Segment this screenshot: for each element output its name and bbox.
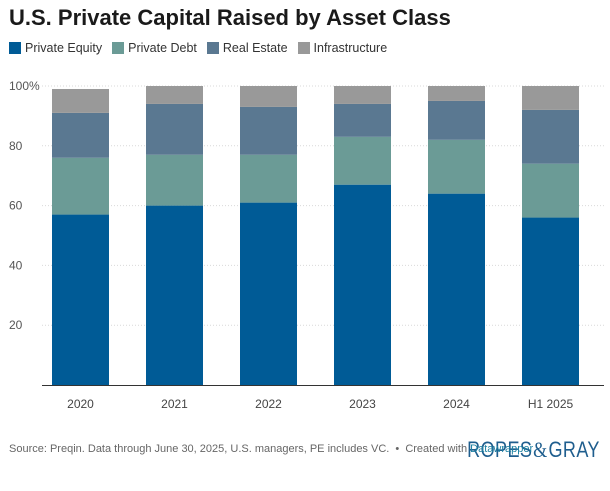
- bar-infrastructure-h1-2025: [522, 86, 579, 110]
- x-tick-label-2022: 2022: [255, 397, 282, 411]
- legend-label-private-debt: Private Debt: [128, 41, 197, 55]
- bar-real-estate-h1-2025: [522, 109, 579, 164]
- x-tick-label-h1-2025: H1 2025: [528, 397, 574, 411]
- footer-separator: •: [395, 443, 400, 455]
- footer-created-with: Created with: [405, 443, 468, 455]
- legend-swatch-private-equity: [9, 42, 21, 54]
- legend-item-private-debt: Private Debt: [112, 41, 197, 55]
- x-tick-label-2024: 2024: [443, 397, 470, 411]
- y-tick-label-20: 20: [9, 318, 23, 332]
- bar-real-estate-2020: [52, 112, 109, 158]
- footer: Source: Preqin. Data through June 30, 20…: [9, 443, 533, 455]
- stacked-bar-chart: 20 40 60 80 100% 2020 2021 2022 2023 2024 H1 2025: [9, 79, 604, 411]
- bar-private-equity-h1-2025: [522, 217, 579, 385]
- legend-item-private-equity: Private Equity: [9, 41, 102, 55]
- bar-private-debt-2021: [146, 154, 203, 206]
- bar-private-equity-2024: [428, 193, 485, 385]
- bar-private-equity-2022: [240, 202, 297, 385]
- x-tick-label-2020: 2020: [67, 397, 94, 411]
- chart-title: U.S. Private Capital Raised by Asset Cla…: [9, 5, 451, 30]
- bar-infrastructure-2020: [52, 88, 109, 113]
- y-axis-labels: 20 40 60 80 100%: [9, 79, 40, 332]
- y-tick-label-60: 60: [9, 199, 23, 213]
- bar-real-estate-2022: [240, 106, 297, 155]
- legend: Private Equity Private Debt Real Estate …: [9, 41, 387, 55]
- bar-infrastructure-2021: [146, 86, 203, 104]
- logo-text-left: ROPES: [467, 437, 533, 462]
- bar-infrastructure-2023: [334, 86, 391, 104]
- bar-private-debt-2020: [52, 157, 109, 215]
- datawrapper-link[interactable]: Datawrapper: [470, 443, 534, 455]
- bar-real-estate-2023: [334, 103, 391, 137]
- y-tick-label-40: 40: [9, 258, 23, 272]
- bar-private-equity-2020: [52, 214, 109, 385]
- logo-ampersand: &: [533, 437, 548, 462]
- legend-item-real-estate: Real Estate: [206, 41, 288, 55]
- gridlines: [42, 85, 604, 326]
- logo-text-right: GRAY: [548, 437, 600, 462]
- bars: [52, 86, 579, 385]
- bar-infrastructure-2022: [240, 86, 297, 107]
- bar-private-equity-2021: [146, 205, 203, 385]
- legend-label-real-estate: Real Estate: [222, 41, 288, 55]
- legend-swatch-private-debt: [112, 42, 125, 54]
- bar-private-debt-2023: [334, 136, 391, 185]
- bar-real-estate-2021: [146, 103, 203, 155]
- bar-private-debt-2024: [428, 139, 485, 194]
- legend-label-infrastructure: Infrastructure: [313, 41, 388, 55]
- legend-item-infrastructure: Infrastructure: [297, 41, 388, 55]
- legend-label-private-equity: Private Equity: [25, 41, 103, 55]
- footer-source: Source: Preqin. Data through June 30, 20…: [9, 443, 390, 455]
- bar-real-estate-2024: [428, 100, 485, 140]
- ropes-gray-logo: ROPES & GRAY: [467, 437, 600, 463]
- bar-private-equity-2023: [334, 184, 391, 385]
- bar-private-debt-2022: [240, 154, 297, 203]
- x-tick-label-2021: 2021: [161, 397, 188, 411]
- bar-private-debt-h1-2025: [522, 163, 579, 218]
- x-axis-labels: 2020 2021 2022 2023 2024 H1 2025: [67, 397, 573, 411]
- bar-infrastructure-2024: [428, 86, 485, 101]
- y-tick-label-100: 100%: [9, 79, 40, 93]
- legend-swatch-infrastructure: [297, 42, 310, 54]
- y-tick-label-80: 80: [9, 139, 23, 153]
- x-tick-label-2023: 2023: [349, 397, 376, 411]
- legend-swatch-real-estate: [206, 42, 219, 54]
